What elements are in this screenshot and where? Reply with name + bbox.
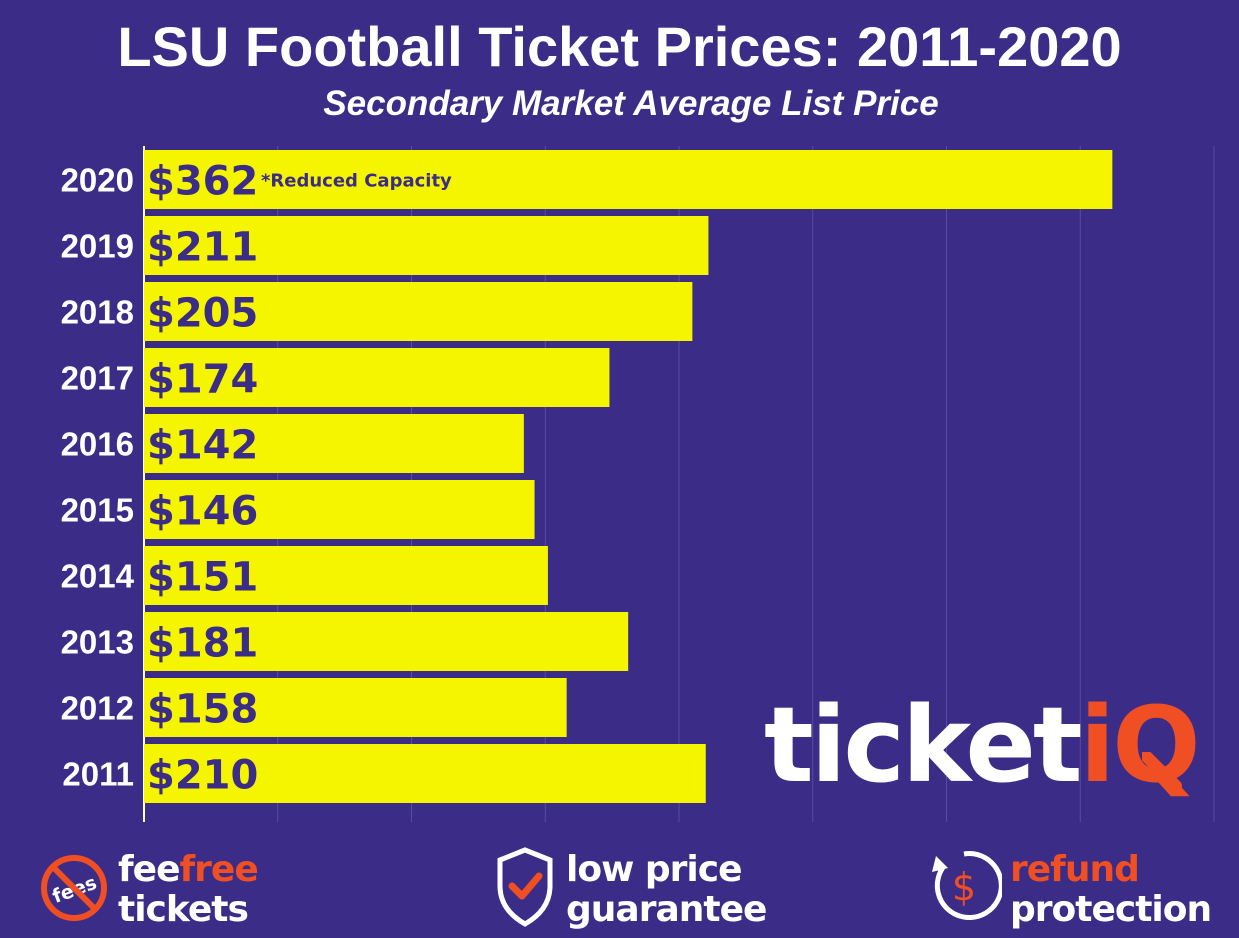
category-label-2013: 2013 [61, 624, 134, 661]
category-label-2011: 2011 [62, 756, 134, 793]
value-label-2016: $142 [147, 423, 258, 469]
bar-2015 [144, 480, 535, 539]
bar-2016 [144, 414, 524, 473]
badge-protection-word: protection [1010, 889, 1212, 930]
value-label-2019: $211 [147, 225, 258, 271]
badge-low-price-line1: low price [566, 849, 742, 890]
category-label-2018: 2018 [61, 294, 134, 331]
bar-2019 [144, 216, 709, 275]
ticketiq-logo: ticketiQ [764, 690, 1201, 800]
value-label-2012: $158 [147, 687, 258, 733]
badge-tickets-word: tickets [118, 889, 249, 930]
logo-accent: iQ [1079, 684, 1201, 806]
bar-2020 [144, 150, 1113, 209]
category-label-2017: 2017 [61, 360, 134, 397]
badge-fee-word: fee [118, 849, 180, 890]
value-label-2014: $151 [147, 555, 258, 601]
value-label-2013: $181 [147, 621, 258, 667]
category-label-2015: 2015 [61, 492, 134, 529]
bar-2017 [144, 348, 610, 407]
annotation-2020: *Reduced Capacity [261, 171, 452, 192]
badge-fee-free-text: feefree tickets [118, 849, 259, 930]
shield-check-icon [497, 847, 553, 927]
category-label-2020: 2020 [61, 162, 134, 199]
value-label-2015: $146 [147, 489, 258, 535]
logo-main: ticket [764, 684, 1083, 806]
svg-text:$: $ [952, 865, 976, 909]
chart-title: LSU Football Ticket Prices: 2011-2020 [117, 15, 1122, 78]
magnifier-handle-icon [1142, 752, 1182, 792]
bar-2013 [144, 612, 629, 671]
value-label-2018: $205 [147, 291, 258, 337]
category-label-2014: 2014 [61, 558, 135, 595]
badge-free-word: free [179, 849, 259, 890]
badge-refund: $ refund protection [926, 846, 1226, 930]
badge-fee-free: fees feefree tickets [38, 846, 298, 930]
badge-refund-text: refund protection [1010, 849, 1212, 930]
value-label-2011: $210 [147, 753, 258, 799]
value-label-2020: $362 [147, 159, 258, 205]
bar-2014 [144, 546, 548, 605]
chart-subtitle: Secondary Market Average List Price [323, 84, 939, 123]
category-label-2012: 2012 [61, 690, 134, 727]
no-fees-icon: fees [41, 855, 107, 921]
badge-low-price-line2: guarantee [566, 889, 767, 930]
refund-dollar-icon: $ [932, 851, 1002, 921]
bar-2018 [144, 282, 693, 341]
category-label-2019: 2019 [61, 228, 134, 265]
badge-refund-word: refund [1010, 849, 1140, 890]
value-label-2017: $174 [147, 357, 258, 403]
badge-low-price: low price guarantee [494, 846, 794, 930]
badge-low-price-text: low price guarantee [566, 849, 767, 930]
bar-2012 [144, 678, 567, 737]
bar-2011 [144, 744, 706, 803]
category-label-2016: 2016 [61, 426, 134, 463]
